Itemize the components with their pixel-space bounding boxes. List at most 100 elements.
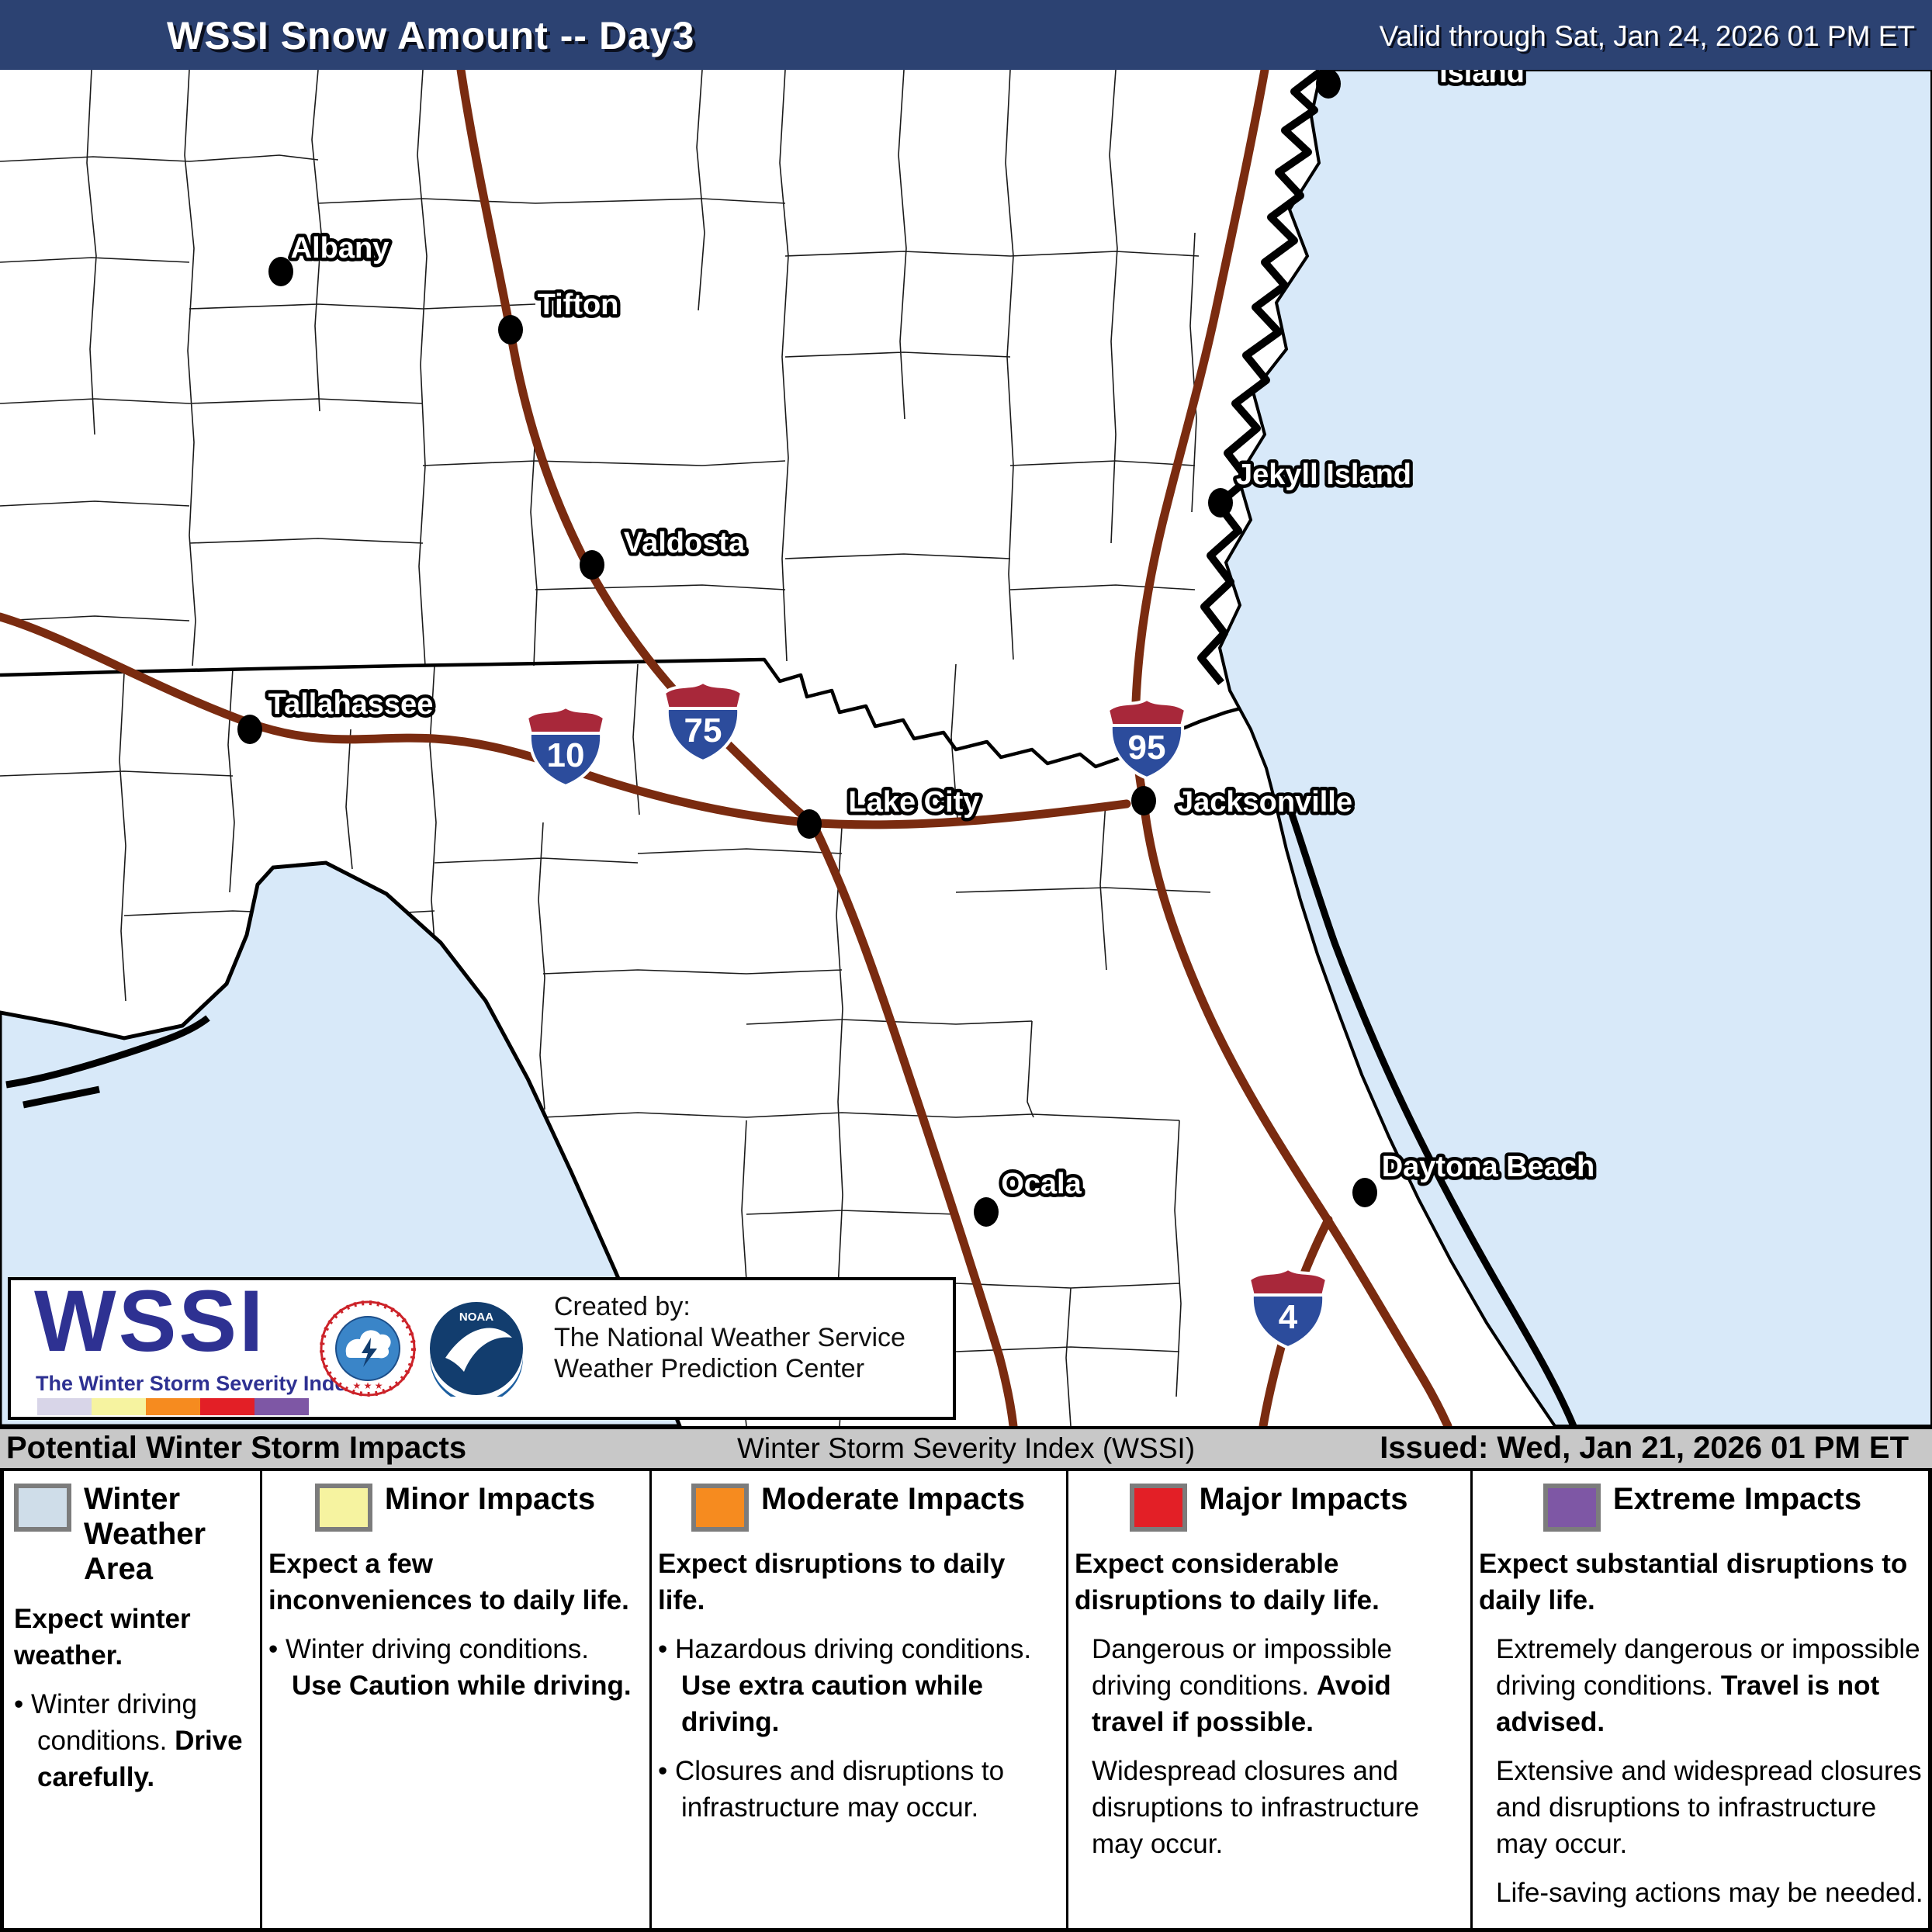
legend-text: Expect disruptions to daily life.	[658, 1549, 1006, 1615]
wssi-logo-text: WSSI	[34, 1272, 266, 1369]
city-ocala: Ocala	[974, 1165, 1085, 1227]
legend-divider-3	[1470, 1471, 1473, 1928]
shield-number: 95	[1128, 729, 1166, 767]
county-lines-georgia	[0, 69, 1200, 667]
legend-swatch	[14, 1484, 71, 1532]
gulf-barrier-spit	[5, 1015, 210, 1109]
legend-title: Moderate Impacts	[760, 1482, 1026, 1516]
status-bar-center: Winter Storm Severity Index (WSSI)	[736, 1432, 1196, 1464]
strip-swatch-1	[92, 1398, 146, 1415]
city-label: Albany	[291, 232, 390, 265]
page-title: WSSI Snow Amount -- Day3	[167, 14, 695, 57]
city-dot	[974, 1197, 999, 1227]
legend-title: Major Impacts	[1199, 1482, 1408, 1516]
city-dot	[1208, 488, 1233, 518]
city-jekyll-island: Jekyll Island	[1208, 455, 1415, 518]
strip-swatch-0	[37, 1398, 92, 1415]
city-label: Jekyll Island	[1236, 459, 1411, 491]
weather-map: 10 75 95 4 Albany Tifton Valdosta Tallahassee L…	[0, 54, 1932, 1431]
legend-divider-0	[260, 1471, 262, 1928]
legend-column-header: Winter Weather Area	[14, 1482, 252, 1587]
legend-swatch	[314, 1484, 372, 1532]
logo-box: WSSI TM The Winter Storm Severity Index …	[8, 1272, 956, 1420]
legend-text: Expect substantial disruptions to daily …	[1479, 1549, 1908, 1615]
city-label: Lake City	[849, 786, 980, 819]
shield-number: 10	[547, 736, 585, 774]
status-bar-left: Potential Winter Storm Impacts	[6, 1431, 467, 1465]
legend-divider-1	[649, 1471, 652, 1928]
legend-title: Extreme Impacts	[1612, 1482, 1862, 1516]
city-albany: Albany	[268, 229, 393, 286]
city-label: Valdosta	[624, 527, 746, 559]
city-label: Ocala	[1001, 1168, 1082, 1200]
legend-column-header: Moderate Impacts	[658, 1482, 1058, 1532]
wssi-subtitle: The Winter Storm Severity Index	[36, 1372, 358, 1395]
created-by-line-1: The National Weather Service	[554, 1323, 905, 1352]
city-dot	[1352, 1178, 1377, 1207]
legend-text: Life-saving actions may be needed.	[1496, 1878, 1923, 1908]
city-label: Tallahassee	[268, 688, 434, 721]
legend-text: Expect winter weather.	[14, 1604, 191, 1671]
city-label: Daytona Beach	[1382, 1151, 1595, 1183]
created-by-line-2: Weather Prediction Center	[554, 1354, 865, 1383]
bullet-dot: •	[658, 1756, 675, 1786]
legend-swatch	[1542, 1484, 1601, 1532]
nws-logo-icon: ★ ★ ★	[320, 1300, 416, 1397]
city-tifton: Tifton	[498, 286, 622, 345]
city-dot	[268, 257, 293, 286]
bullet-dot: •	[14, 1689, 31, 1719]
city-tallahassee: Tallahassee	[237, 685, 437, 744]
map-area: 10 75 95 4 Albany Tifton Valdosta Tallahassee L…	[0, 54, 1932, 1431]
status-bar: Potential Winter Storm Impacts Winter St…	[0, 1426, 1932, 1471]
city-label: Island	[1439, 70, 1525, 89]
legend-column-major-impacts: Major Impacts Expect considerable disrupt…	[1068, 1471, 1469, 1928]
wssi-severity-strip	[37, 1398, 309, 1415]
noaa-logo-icon: NOAA	[430, 1302, 523, 1397]
legend-swatch	[691, 1484, 749, 1532]
legend-swatch	[1129, 1484, 1187, 1532]
legend-text: • Closures and disruptions to infrastruc…	[658, 1756, 1005, 1823]
legend-column-header: Minor Impacts	[268, 1482, 642, 1532]
city-label: Tifton	[538, 289, 619, 321]
coast-marsh-line	[1197, 68, 1324, 686]
legend-text: Extremely dangerous or impossible drivin…	[1496, 1634, 1920, 1737]
impact-legend: Winter Weather Area Expect winter weather…	[0, 1471, 1932, 1932]
created-by-block: Created by: The National Weather Service W…	[554, 1291, 905, 1384]
city-dot	[237, 715, 262, 744]
city-daytona-beach: Daytona Beach	[1352, 1148, 1598, 1207]
interstate-shields: 10 75 95 4	[525, 680, 1329, 1350]
legend-column-extreme-impacts: Extreme Impacts Expect substantial disrup…	[1473, 1471, 1932, 1928]
legend-divider-2	[1066, 1471, 1068, 1928]
legend-title: Minor Impacts	[384, 1482, 596, 1516]
svg-text:★ ★ ★: ★ ★ ★	[353, 1380, 383, 1391]
status-bar-issued: Issued: Wed, Jan 21, 2026 01 PM ET	[1380, 1431, 1909, 1465]
legend-column-moderate-impacts: Moderate Impacts Expect disruptions to da…	[652, 1471, 1065, 1928]
noaa-logo-text: NOAA	[459, 1311, 493, 1324]
legend-text: Dangerous or impossible driving conditio…	[1092, 1634, 1393, 1737]
strip-swatch-3	[200, 1398, 254, 1415]
city-dot	[1131, 786, 1156, 815]
city-valdosta: Valdosta	[580, 524, 750, 580]
strip-swatch-4	[254, 1398, 309, 1415]
strip-swatch-2	[146, 1398, 200, 1415]
created-by-line-0: Created by:	[554, 1292, 691, 1321]
bullet-dot: •	[268, 1634, 286, 1664]
interstate-shield-75: 75	[662, 680, 744, 763]
barrier-island-line	[1286, 805, 1577, 1428]
city-label: Jacksonville	[1177, 786, 1352, 819]
legend-text: Expect a few inconveniences to daily lif…	[268, 1549, 629, 1615]
legend-column-header: Major Impacts	[1075, 1482, 1463, 1532]
title-bar: WSSI Snow Amount -- Day3 Valid through S…	[0, 0, 1932, 70]
legend-column-header: Extreme Impacts	[1479, 1482, 1926, 1532]
city-jacksonville: Jacksonville	[1131, 783, 1356, 822]
shield-number: 4	[1279, 1298, 1298, 1336]
legend-column-winter-weather-area: Winter Weather Area Expect winter weather…	[8, 1471, 258, 1928]
shield-number: 75	[684, 712, 722, 750]
legend-column-minor-impacts: Minor Impacts Expect a few inconveniences…	[262, 1471, 648, 1928]
city-dot	[498, 315, 523, 345]
interstate-shield-95: 95	[1106, 697, 1188, 781]
legend-text: Extensive and widespread closures and di…	[1496, 1756, 1922, 1859]
interstate-shield-4: 4	[1247, 1266, 1329, 1350]
legend-title: Winter Weather Area	[84, 1482, 206, 1586]
legend-text: Widespread closures and disruptions to i…	[1092, 1756, 1420, 1859]
